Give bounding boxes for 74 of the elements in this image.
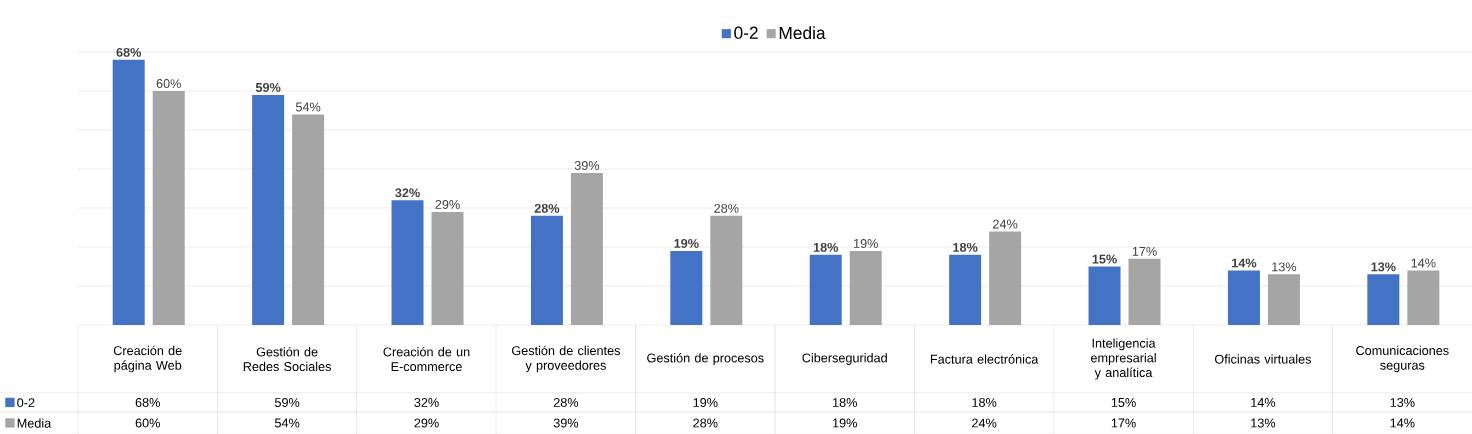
bar	[949, 254, 982, 325]
x-tick-label: Inteligencia empresarial y analítica	[1090, 338, 1156, 380]
text: 24%	[993, 219, 1018, 229]
text: 68%	[116, 47, 142, 57]
text: Media	[17, 418, 52, 428]
bar	[570, 172, 603, 325]
text: 18%	[813, 242, 839, 252]
x-tick-label: Creación de un E-commerce	[383, 346, 470, 372]
legend-label: 0-2	[734, 26, 758, 39]
legend-label: Media	[779, 26, 826, 40]
data-label: 17%	[1111, 418, 1136, 428]
text: 19%	[674, 238, 699, 248]
text: 18%	[953, 242, 978, 252]
data-label: 28%	[693, 418, 718, 428]
data-label: 15%	[1111, 398, 1136, 407]
x-tick-label: Oficinas virtuales	[1214, 354, 1312, 364]
bar	[1128, 258, 1161, 325]
text: 14%	[1411, 258, 1436, 268]
data-label: 59%	[274, 398, 300, 407]
text: 17%	[1132, 246, 1157, 256]
text: 13%	[1272, 262, 1297, 272]
data-label: 14%	[1390, 418, 1415, 428]
data-label: 60%	[135, 418, 160, 428]
text: 28%	[534, 203, 560, 213]
bar	[252, 94, 285, 325]
data-label: 54%	[274, 418, 300, 428]
bar	[1227, 270, 1260, 325]
data-label: 39%	[553, 418, 579, 428]
x-tick-label: Comunicaciones seguras	[1356, 345, 1449, 373]
bar	[292, 114, 325, 325]
text: 39%	[574, 160, 600, 170]
x-tick-label: Gestión de clientes y proveedores	[511, 345, 621, 373]
data-label: 32%	[414, 398, 439, 407]
x-tick-label: Ciberseguridad	[802, 353, 887, 365]
data-label: 13%	[1390, 398, 1415, 407]
text: 13%	[1371, 262, 1396, 272]
x-tick-label: Factura electrónica	[930, 354, 1039, 364]
bar	[1088, 266, 1121, 325]
bar	[112, 59, 145, 325]
bar	[710, 215, 743, 325]
x-tick-label: Creación de página Web	[113, 345, 182, 373]
data-label: 19%	[833, 418, 857, 428]
data-label: 28%	[553, 398, 579, 407]
text: 14%	[1232, 258, 1257, 268]
bar	[431, 211, 464, 325]
data-label: 24%	[972, 418, 997, 428]
bar	[670, 250, 703, 325]
data-label: 18%	[972, 398, 997, 407]
text: 0-2	[17, 398, 35, 408]
text: 29%	[435, 199, 460, 209]
data-label: 68%	[135, 398, 160, 407]
bar	[530, 215, 563, 325]
bar	[849, 250, 882, 325]
data-label: 29%	[414, 418, 439, 428]
data-label: 13%	[1251, 418, 1276, 428]
bar	[1267, 274, 1300, 325]
text: 28%	[714, 203, 739, 213]
text: 32%	[395, 188, 420, 198]
bar	[1367, 274, 1400, 325]
bar	[809, 254, 842, 325]
text: 59%	[255, 82, 281, 92]
text: 60%	[156, 79, 181, 89]
bar	[391, 200, 424, 325]
text: 54%	[295, 102, 321, 112]
data-label: 18%	[833, 398, 857, 407]
text: 19%	[854, 238, 878, 248]
x-tick-label: Gestión de Redes Sociales	[243, 346, 331, 372]
data-label: 14%	[1251, 398, 1276, 407]
bar	[989, 231, 1022, 325]
bar	[152, 90, 185, 325]
data-label: 19%	[693, 398, 718, 407]
x-tick-label: Gestión de procesos	[647, 353, 764, 365]
text: 15%	[1092, 254, 1117, 264]
bar	[1407, 270, 1440, 325]
